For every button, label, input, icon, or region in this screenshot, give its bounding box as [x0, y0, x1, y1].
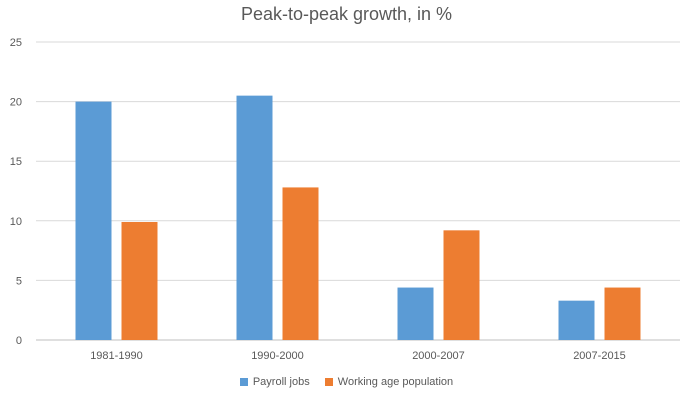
chart-title: Peak-to-peak growth, in % — [240, 4, 453, 24]
y-tick-label: 5 — [16, 275, 22, 287]
legend-label-payroll-jobs: Payroll jobs — [252, 376, 310, 388]
bars — [75, 95, 641, 340]
bar-working-age-population-1981-1990 — [121, 221, 158, 340]
y-tick-label: 20 — [10, 97, 22, 109]
bar-payroll-jobs-1990-2000 — [236, 95, 273, 340]
x-tick-label: 2007-2015 — [573, 350, 626, 362]
bar-payroll-jobs-2000-2007 — [397, 287, 434, 340]
legend-label-working-age-population: Working age population — [337, 376, 454, 388]
y-tick-label: 10 — [10, 216, 22, 228]
y-tick-label: 15 — [10, 156, 22, 168]
legend: Payroll jobs Working age population — [0, 376, 693, 389]
legend-item-payroll-jobs: Payroll jobs — [239, 376, 310, 388]
x-tick-label: 1981-1990 — [90, 350, 143, 362]
y-axis-ticks: 0 5 10 15 20 25 — [10, 37, 22, 347]
bar-working-age-population-2000-2007 — [443, 230, 480, 340]
y-tick-label: 25 — [10, 37, 22, 49]
x-axis-ticks: 1981-1990 1990-2000 2000-2007 2007-2015 — [90, 350, 626, 362]
x-tick-label: 1990-2000 — [251, 350, 304, 362]
legend-swatch-working-age-population — [324, 378, 333, 386]
bar-working-age-population-1990-2000 — [282, 187, 319, 340]
legend-swatch-payroll-jobs — [239, 378, 248, 386]
legend-item-working-age-population: Working age population — [324, 376, 454, 388]
bar-working-age-population-2007-2015 — [604, 287, 641, 340]
bar-payroll-jobs-1981-1990 — [75, 101, 112, 340]
bar-payroll-jobs-2007-2015 — [558, 300, 595, 340]
y-tick-label: 0 — [16, 335, 22, 347]
x-tick-label: 2000-2007 — [412, 350, 465, 362]
